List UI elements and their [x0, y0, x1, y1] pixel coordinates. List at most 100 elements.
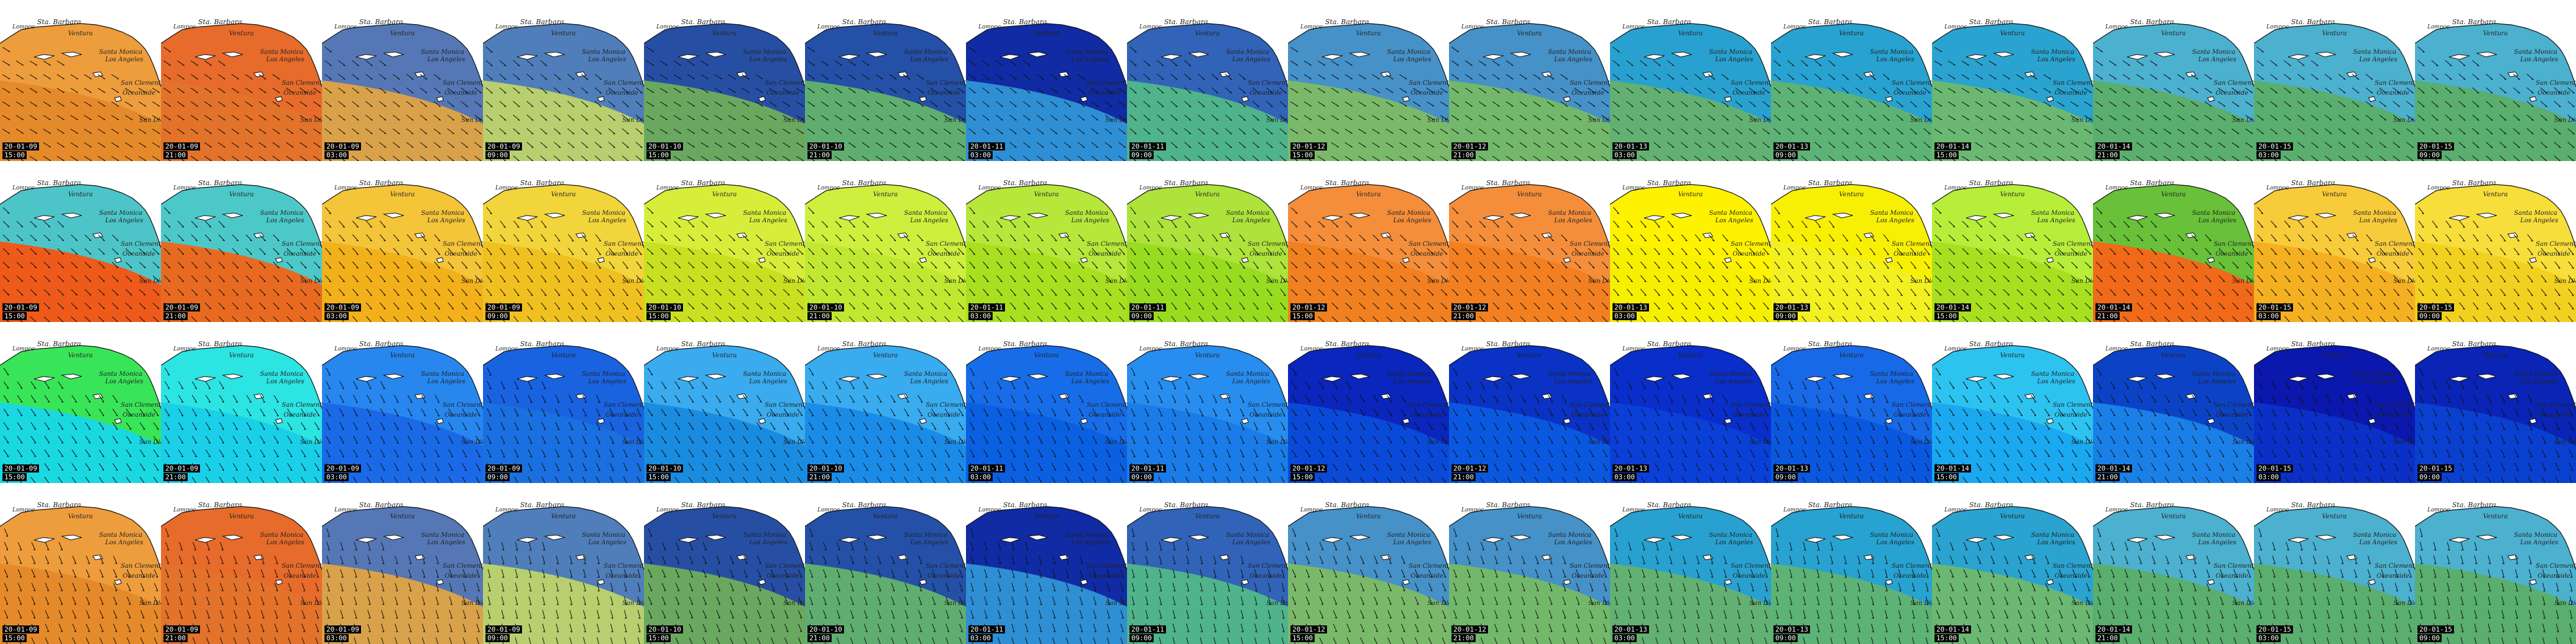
map-field — [322, 0, 483, 161]
land-mass — [805, 0, 966, 87]
place-label-santa-monica: Santa Monica — [1709, 210, 1752, 217]
island — [414, 393, 425, 399]
place-label-san-diego: San Diego — [1749, 117, 1771, 124]
island — [544, 534, 565, 541]
frame-date: 20-01-14 — [2095, 464, 2132, 472]
island — [1482, 537, 1504, 543]
island — [1885, 418, 1893, 424]
frame-date: 20-01-12 — [1290, 142, 1327, 150]
place-label-santa-barbara: Sta. Barbara — [520, 340, 564, 348]
coastline — [161, 506, 322, 570]
map-tile: Lompoc Sta. Barbara Ventura Santa Monica Los… — [1771, 161, 1932, 322]
place-label-san-clemente: San Clemente — [1087, 402, 1127, 409]
place-label-santa-monica: Santa Monica — [2031, 210, 2074, 217]
place-label-ventura: Ventura — [2161, 30, 2186, 37]
island — [383, 212, 404, 219]
map-tile: Lompoc Sta. Barbara Ventura Santa Monica Los… — [805, 483, 966, 644]
land-mass — [1449, 0, 1610, 87]
coastline — [0, 345, 161, 409]
map-tile: Lompoc Sta. Barbara Ventura Santa Monica Los… — [322, 0, 483, 161]
place-label-san-diego: San Diego — [2554, 600, 2576, 607]
place-label-lompoc: Lompoc — [334, 507, 357, 513]
map-tile: Lompoc Sta. Barbara Ventura Santa Monica Los… — [2415, 483, 2576, 644]
island — [758, 257, 766, 263]
map-tile: Lompoc Sta. Barbara Ventura Santa Monica Los… — [644, 483, 805, 644]
place-label-oceanside: Oceanside — [123, 573, 155, 580]
frame-date: 20-01-15 — [2256, 464, 2293, 472]
place-label-ventura: Ventura — [2322, 352, 2347, 359]
place-label-ventura: Ventura — [1839, 191, 1864, 198]
place-label-los-angeles: Los Angeles — [105, 378, 144, 385]
coastline — [1771, 184, 1932, 248]
island — [2315, 373, 2336, 380]
place-label-lompoc: Lompoc — [173, 346, 196, 352]
place-label-oceanside: Oceanside — [606, 573, 638, 580]
place-label-oceanside: Oceanside — [2377, 251, 2409, 258]
place-label-san-clemente: San Clemente — [1731, 563, 1771, 570]
place-label-san-clemente: San Clemente — [1248, 241, 1288, 248]
land-mass — [322, 0, 483, 87]
place-label-oceanside: Oceanside — [1572, 90, 1604, 97]
place-label-oceanside: Oceanside — [1894, 90, 1926, 97]
place-label-san-clemente: San Clemente — [282, 402, 322, 409]
island — [705, 373, 726, 380]
map-tile: Lompoc Sta. Barbara Ventura Santa Monica Los… — [1610, 0, 1771, 161]
place-label-santa-monica: Santa Monica — [99, 532, 142, 539]
place-label-san-clemente: San Clemente — [1892, 80, 1932, 87]
map-tile: Lompoc Sta. Barbara Ventura Santa Monica Los… — [483, 0, 644, 161]
map-tile: Lompoc Sta. Barbara Ventura Santa Monica Los… — [2254, 0, 2415, 161]
place-label-san-clemente: San Clemente — [282, 241, 322, 248]
land-mass — [2415, 161, 2576, 248]
place-label-los-angeles: Los Angeles — [105, 217, 144, 224]
land-mass — [0, 322, 161, 409]
place-label-santa-barbara: Sta. Barbara — [1969, 501, 2013, 509]
coastline — [0, 184, 161, 248]
place-label-santa-barbara: Sta. Barbara — [2291, 501, 2335, 509]
island — [194, 537, 216, 543]
coastline — [1449, 23, 1610, 87]
frame-time: 09:00 — [1129, 151, 1154, 159]
land-mass — [805, 322, 966, 409]
place-label-lompoc: Lompoc — [173, 185, 196, 191]
place-label-santa-barbara: Sta. Barbara — [2130, 179, 2174, 187]
land-mass — [1610, 0, 1771, 87]
place-label-santa-monica: Santa Monica — [582, 210, 625, 217]
coastline — [1771, 345, 1932, 409]
place-label-lompoc: Lompoc — [817, 507, 840, 513]
island — [1510, 212, 1531, 219]
place-label-san-diego: San Diego — [1910, 278, 1932, 285]
island — [597, 257, 605, 263]
map-tile: Lompoc Sta. Barbara Ventura Santa Monica Los… — [1771, 322, 1932, 483]
island — [2448, 537, 2470, 543]
place-label-ventura: Ventura — [873, 352, 898, 359]
place-label-san-clemente: San Clemente — [1570, 402, 1610, 409]
place-label-ventura: Ventura — [2483, 30, 2508, 37]
island — [2287, 54, 2309, 60]
place-label-san-clemente: San Clemente — [1570, 563, 1610, 570]
frame-date: 20-01-09 — [2, 303, 39, 311]
map-field — [1288, 483, 1449, 644]
map-field — [2093, 322, 2254, 483]
map-field — [1127, 483, 1288, 644]
land-mass — [1288, 322, 1449, 409]
place-label-oceanside: Oceanside — [1411, 251, 1443, 258]
place-label-lompoc: Lompoc — [1300, 185, 1323, 191]
map-tile: Lompoc Sta. Barbara Ventura Santa Monica Los… — [0, 322, 161, 483]
coastline — [1932, 184, 2093, 248]
frame-time: 09:00 — [1129, 473, 1154, 481]
place-label-santa-monica: Santa Monica — [2514, 49, 2557, 56]
frame-time: 15:00 — [646, 634, 671, 642]
place-label-santa-barbara: Sta. Barbara — [1164, 179, 1208, 187]
place-label-san-clemente: San Clemente — [2536, 241, 2576, 248]
island — [2185, 71, 2196, 77]
direction-arrows — [1453, 528, 1608, 644]
place-label-santa-barbara: Sta. Barbara — [2452, 18, 2496, 26]
island — [2046, 579, 2054, 585]
island — [1188, 51, 1209, 58]
frame-time: 15:00 — [646, 151, 671, 159]
place-label-oceanside: Oceanside — [445, 251, 477, 258]
coastline — [1288, 506, 1449, 570]
frame-date: 20-01-12 — [1451, 625, 1488, 633]
island — [1993, 51, 2014, 58]
map-tile: Lompoc Sta. Barbara Ventura Santa Monica Los… — [1288, 483, 1449, 644]
